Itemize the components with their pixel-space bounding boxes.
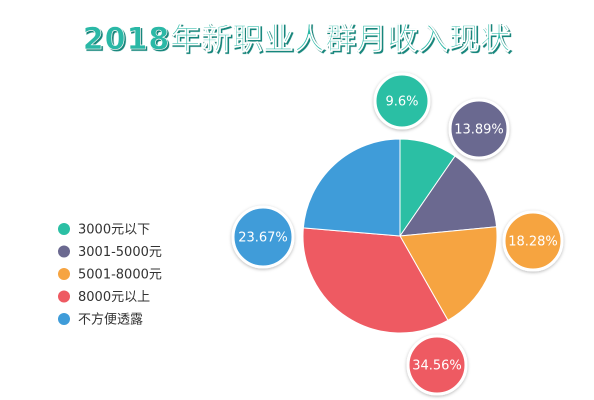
- data-label-bubble-circle: [373, 72, 431, 130]
- pie-slice-2: [398, 155, 498, 237]
- data-label: 34.56%: [412, 359, 462, 374]
- data-label-bubble-circle: [502, 210, 564, 272]
- legend-swatch: [58, 290, 70, 303]
- data-label: 9.6%: [385, 95, 418, 110]
- legend: 3000元以下 3001-5000元 5001-8000元 8000元以上 不方…: [58, 223, 162, 328]
- legend-label: 3001-5000元: [78, 245, 162, 260]
- legend-swatch: [58, 223, 70, 235]
- pie-slice-3: [399, 226, 498, 322]
- data-label-bubble: 34.56%: [406, 334, 468, 396]
- legend-label: 8000元以上: [78, 290, 150, 305]
- pie-slice-5: [302, 138, 401, 237]
- data-label-bubble-circle: [231, 205, 295, 269]
- legend-swatch: [58, 245, 70, 258]
- data-label-bubble: 18.28%: [502, 210, 564, 272]
- data-label-bubbles: 9.6% 13.89% 18.28% 34.56% 23.67%: [231, 72, 564, 396]
- legend-item: 不方便透露: [58, 312, 143, 328]
- data-label: 13.89%: [454, 123, 504, 138]
- legend-swatch: [58, 313, 70, 325]
- legend-label: 不方便透露: [78, 312, 143, 328]
- legend-item: 3000元以下: [58, 223, 150, 238]
- legend-label: 3000元以下: [78, 223, 150, 238]
- data-label-bubble: 23.67%: [231, 205, 295, 269]
- data-label: 23.67%: [238, 231, 288, 246]
- legend-item: 8000元以上: [58, 290, 150, 305]
- chart-title: 2018年新职业人群月收入现状: [83, 22, 512, 57]
- data-label-bubble: 13.89%: [448, 98, 510, 160]
- legend-label: 5001-8000元: [78, 268, 162, 283]
- legend-item: 5001-8000元: [58, 268, 162, 283]
- pie-slices: [302, 138, 498, 334]
- data-label-bubble: 9.6%: [373, 72, 431, 130]
- legend-swatch: [58, 268, 70, 280]
- pie-slice-4: [302, 227, 449, 334]
- data-label-bubble-circle: [448, 98, 510, 160]
- data-label: 18.28%: [508, 235, 558, 250]
- legend-item: 3001-5000元: [58, 245, 162, 260]
- data-label-bubble-circle: [406, 334, 468, 396]
